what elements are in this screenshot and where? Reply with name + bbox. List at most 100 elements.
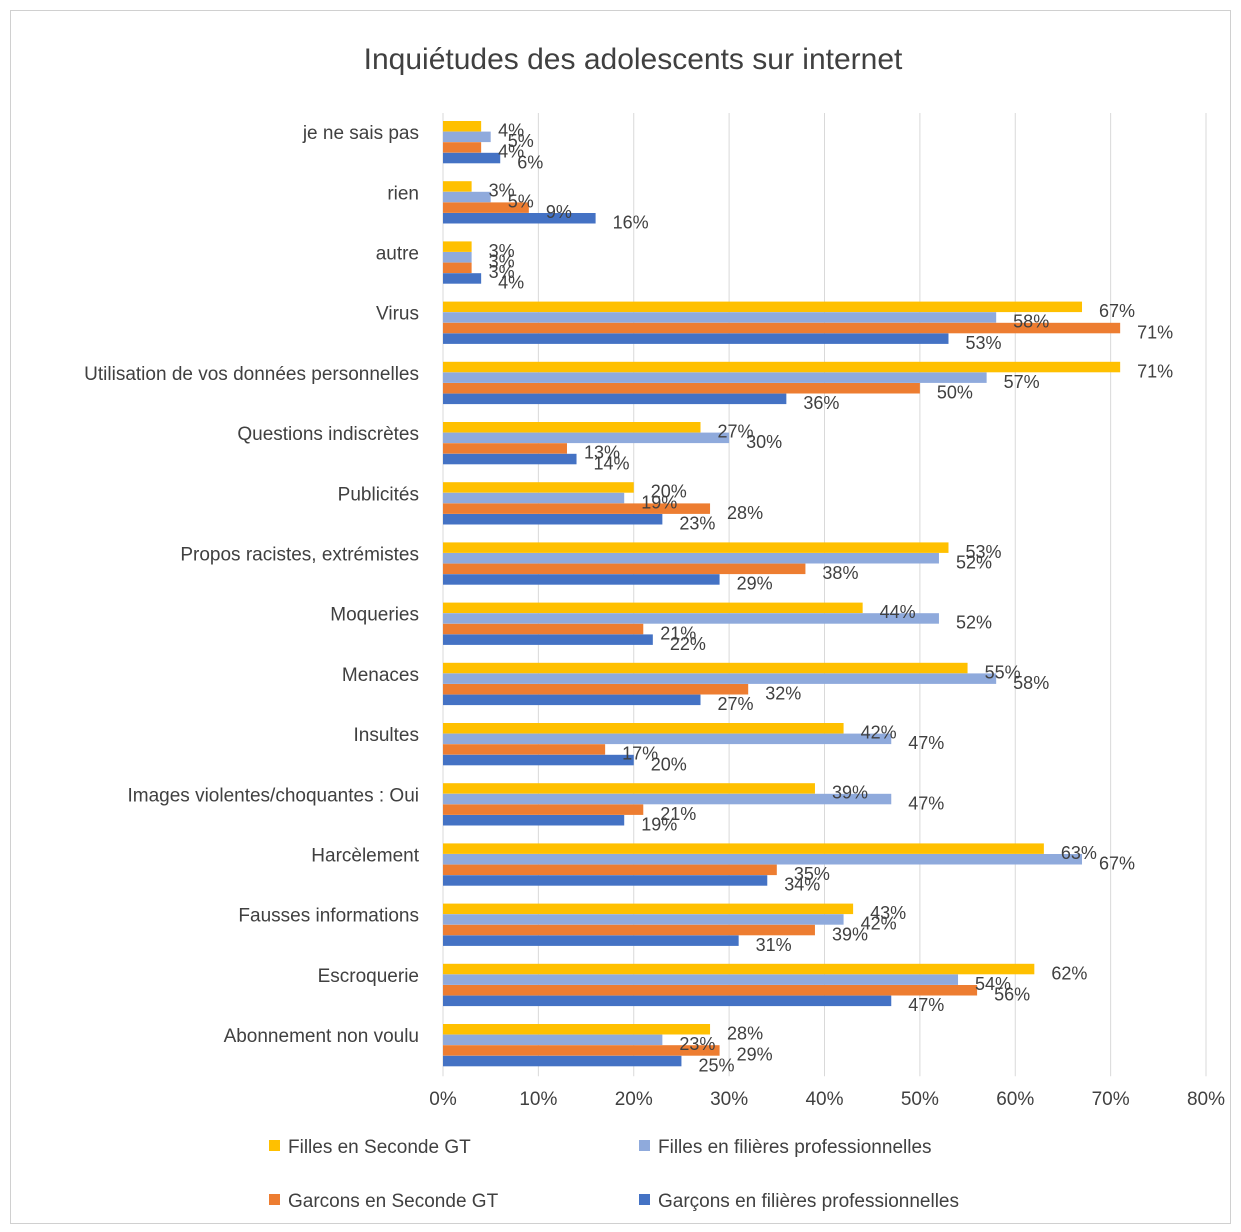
category-label: Virus <box>376 304 419 325</box>
bar <box>443 914 844 925</box>
bar <box>443 793 892 805</box>
bar <box>443 634 653 645</box>
data-label: 19% <box>641 492 677 512</box>
bar <box>443 613 939 624</box>
data-label: 20% <box>651 754 687 774</box>
legend-swatch <box>639 1194 650 1205</box>
bar <box>443 333 949 344</box>
bar <box>443 312 997 323</box>
data-label: 25% <box>698 1055 734 1075</box>
data-label: 27% <box>718 694 754 714</box>
bar <box>443 623 644 635</box>
category-label: autre <box>376 244 419 265</box>
data-label: 38% <box>822 563 858 583</box>
bar <box>443 684 749 695</box>
bar <box>443 142 482 153</box>
bar <box>443 744 606 755</box>
data-label: 71% <box>1137 361 1173 381</box>
data-label: 4% <box>498 273 524 293</box>
bar <box>443 443 567 454</box>
data-label: 19% <box>641 815 677 835</box>
bar <box>443 1045 720 1056</box>
data-label: 50% <box>937 383 973 403</box>
data-label: 4% <box>498 121 524 141</box>
data-label: 28% <box>727 503 763 523</box>
data-label: 47% <box>908 733 944 753</box>
chart-title: Inquiétudes des adolescents sur internet <box>364 43 903 76</box>
data-label: 21% <box>660 804 696 824</box>
data-label: 9% <box>546 202 572 222</box>
data-label: 67% <box>1099 301 1135 321</box>
legend-label: Filles en filières professionnelles <box>658 1137 932 1158</box>
data-label: 3% <box>489 252 515 272</box>
data-label: 16% <box>613 213 649 233</box>
bar <box>443 974 959 985</box>
bar <box>443 121 482 132</box>
bar <box>443 542 949 553</box>
bar <box>443 213 596 224</box>
bar <box>443 241 472 252</box>
data-label: 53% <box>965 542 1001 562</box>
data-label: 58% <box>1013 312 1049 332</box>
legend-swatch <box>269 1140 280 1151</box>
bar <box>443 694 701 706</box>
bar <box>443 553 939 564</box>
data-label: 13% <box>584 443 620 463</box>
category-label: Moqueries <box>330 605 419 626</box>
x-tick-label: 70% <box>1092 1089 1130 1110</box>
category-label: Questions indiscrètes <box>237 424 419 445</box>
bar <box>443 935 739 946</box>
data-label: 27% <box>718 422 754 442</box>
data-label: 6% <box>517 152 543 172</box>
x-tick-label: 30% <box>710 1089 748 1110</box>
data-label: 14% <box>594 453 630 473</box>
data-label: 55% <box>985 662 1021 682</box>
category-label: rien <box>387 183 419 204</box>
bar <box>443 422 701 433</box>
data-label: 5% <box>508 131 534 151</box>
bar <box>443 864 777 876</box>
bar <box>443 995 892 1007</box>
data-label: 47% <box>908 793 944 813</box>
data-label: 30% <box>746 432 782 452</box>
bar <box>443 1055 682 1067</box>
category-label: Images violentes/choquantes : Oui <box>127 785 419 806</box>
bar <box>443 723 844 734</box>
bar <box>443 383 920 394</box>
bar <box>443 563 806 575</box>
bar <box>443 602 863 614</box>
bar <box>443 482 634 493</box>
data-label: 39% <box>832 783 868 803</box>
data-label: 4% <box>498 142 524 162</box>
data-labels: 4%5%4%6%3%5%9%16%3%3%3%4%67%58%71%53%71%… <box>489 121 1174 1076</box>
x-tick-label: 10% <box>519 1089 557 1110</box>
data-label: 56% <box>994 985 1030 1005</box>
x-tick-label: 20% <box>615 1089 653 1110</box>
bar <box>443 662 968 674</box>
data-label: 5% <box>508 191 534 211</box>
legend: Filles en Seconde GT Filles en filières p… <box>269 1137 959 1212</box>
data-label: 3% <box>489 241 515 261</box>
bar <box>443 733 892 745</box>
data-label: 17% <box>622 744 658 764</box>
data-label: 31% <box>756 935 792 955</box>
bar <box>443 1024 711 1035</box>
x-tick-label: 60% <box>996 1089 1034 1110</box>
data-label: 47% <box>908 995 944 1015</box>
data-label: 23% <box>679 514 715 534</box>
bar <box>443 432 730 444</box>
data-label: 43% <box>870 903 906 923</box>
category-label: Abonnement non voulu <box>224 1026 419 1047</box>
data-label: 63% <box>1061 843 1097 863</box>
bar <box>443 514 663 525</box>
data-label: 52% <box>956 553 992 573</box>
bar <box>443 754 634 766</box>
chart-frame: Inquiétudes des adolescents sur internet… <box>10 10 1231 1224</box>
category-label: je ne sais pas <box>302 123 419 144</box>
bar <box>443 273 482 284</box>
bar <box>443 843 1044 854</box>
bar <box>443 903 854 915</box>
data-label: 21% <box>660 623 696 643</box>
legend-label: Garçons en filières professionnelles <box>658 1191 959 1212</box>
data-label: 23% <box>679 1034 715 1054</box>
